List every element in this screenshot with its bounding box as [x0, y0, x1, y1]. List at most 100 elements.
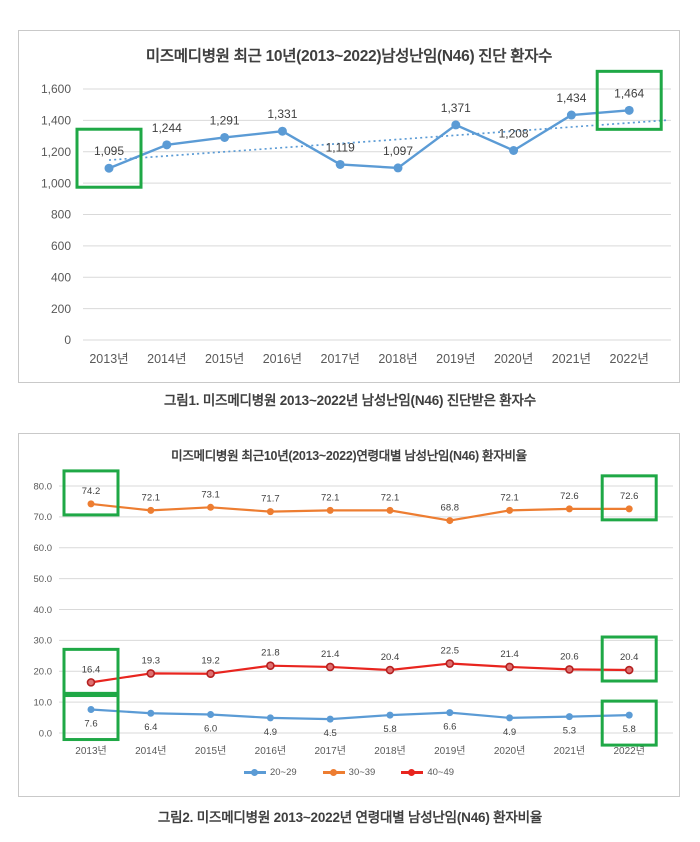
data-point [446, 517, 454, 525]
y-tick-label: 400 [51, 270, 71, 284]
legend-swatch-20-29 [243, 768, 266, 776]
data-point [451, 120, 461, 130]
data-point [506, 506, 514, 514]
series-line [89, 708, 631, 721]
figure2-caption: 그림2. 미즈메디병원 2013~2022년 연령대별 남성난임(N46) 환자… [157, 810, 543, 825]
y-tick-label: 80.0 [34, 481, 53, 492]
data-label: 1,097 [383, 144, 413, 158]
x-tick-label: 2018년 [374, 745, 405, 757]
y-tick-label: 20.0 [34, 667, 53, 678]
patients-line-chart: 0 200 400 600 800 1,000 1,200 1,400 1,600 2013년 20… [41, 69, 671, 366]
data-point [445, 659, 455, 668]
data-label: 72.1 [321, 492, 340, 503]
figure1-caption: 그림1. 미즈메디병원 2013~2022년 남성난임(N46) 진단받은 환자… [164, 393, 536, 408]
y-tick-label: 1,600 [41, 82, 71, 96]
y-tick-label: 60.0 [34, 543, 53, 554]
x-tick-label: 2021년 [554, 745, 585, 757]
y-tick-label: 30.0 [34, 636, 53, 647]
data-label: 4.9 [503, 727, 516, 738]
data-point [146, 669, 156, 678]
green-highlight-box [600, 635, 658, 683]
data-point [393, 163, 403, 173]
data-label: 20.4 [620, 652, 639, 663]
x-tick-label: 2022년 [613, 745, 644, 757]
y-tick-label: 0.0 [39, 728, 52, 739]
data-point [624, 665, 634, 675]
y-tick-label: 70.0 [34, 512, 53, 523]
data-label: 7.6 [84, 719, 97, 730]
data-point [625, 505, 633, 513]
data-label: 1,095 [94, 144, 124, 158]
legend-item-20-29: 20~29 [243, 767, 297, 778]
data-point [625, 711, 633, 719]
x-tick-label: 2013년 [89, 352, 128, 366]
data-label: 5.3 [563, 726, 576, 737]
x-tick-label: 2020년 [494, 352, 533, 366]
data-point [206, 669, 215, 679]
chart2-legend: 20~29 30~39 40~49 [19, 767, 679, 778]
data-point [266, 661, 275, 670]
data-label: 4.9 [264, 727, 277, 738]
green-highlight-box [600, 699, 658, 747]
data-label: 19.2 [201, 656, 220, 667]
age-ratio-line-chart: 0.0 10.0 20.0 30.0 40.0 50.0 60.0 70.0 80.0 2013년… [34, 469, 673, 757]
data-label: 4.5 [324, 728, 337, 739]
data-label: 1,464 [614, 86, 644, 100]
data-point [86, 678, 96, 687]
data-label: 22.5 [441, 646, 460, 657]
data-point [325, 662, 335, 672]
data-label: 16.4 [82, 664, 101, 675]
x-tick-label: 2016년 [263, 352, 302, 366]
green-highlight-box [595, 69, 663, 131]
x-tick-label: 2017년 [314, 745, 345, 757]
data-label: 21.4 [321, 649, 340, 660]
x-tick-label: 2016년 [255, 745, 286, 757]
figure2-frame: 0.0 10.0 20.0 30.0 40.0 50.0 60.0 70.0 80.0 2013년… [18, 433, 680, 797]
data-label: 1,208 [499, 126, 529, 140]
data-label: 71.7 [261, 494, 280, 505]
x-tick-label: 2015년 [195, 745, 226, 757]
series-line [107, 109, 631, 170]
x-tick-label: 2022년 [610, 352, 649, 366]
data-point [509, 145, 519, 155]
data-point [506, 714, 514, 722]
data-label: 1,371 [441, 101, 471, 115]
data-label: 19.3 [142, 655, 161, 666]
data-label: 72.6 [620, 491, 639, 502]
y-tick-label: 1,400 [41, 114, 71, 128]
data-point [220, 132, 230, 142]
data-label: 1,434 [556, 91, 586, 105]
x-tick-label: 2020년 [494, 745, 525, 757]
data-point [386, 506, 394, 514]
data-label: 72.6 [560, 491, 579, 502]
y-tick-label: 200 [51, 302, 71, 316]
legend-item-30-39: 30~39 [322, 767, 375, 778]
data-label: 1,291 [210, 113, 240, 127]
data-point [147, 709, 155, 717]
data-label: 21.8 [261, 648, 280, 659]
legend-label: 20~29 [269, 767, 297, 778]
data-point [505, 662, 514, 672]
data-label: 6.0 [204, 723, 217, 734]
x-tick-label: 2014년 [135, 745, 166, 757]
y-tick-label: 50.0 [34, 574, 53, 585]
chart1-title: 미즈메디병원 최근 10년(2013~2022)남성난임(N46) 진단 환자수 [145, 48, 553, 65]
data-point [386, 711, 394, 719]
x-tick-label: 2019년 [434, 745, 465, 757]
data-label: 1,119 [326, 140, 355, 154]
data-point [207, 503, 215, 511]
data-label: 72.1 [381, 492, 400, 503]
x-tick-label: 2017년 [321, 352, 360, 366]
data-label: 20.6 [560, 651, 579, 662]
legend-label: 40~49 [427, 767, 455, 778]
data-label: 6.4 [144, 722, 157, 733]
data-label: 6.6 [443, 722, 456, 733]
data-point [565, 713, 573, 721]
legend-item-40-49: 40~49 [401, 767, 454, 778]
data-label: 73.1 [201, 489, 220, 500]
data-label: 20.4 [381, 652, 400, 663]
data-point [385, 665, 395, 675]
x-tick-label: 2014년 [147, 352, 186, 366]
green-highlight-box [62, 694, 120, 742]
legend-swatch-30-39 [322, 768, 345, 776]
